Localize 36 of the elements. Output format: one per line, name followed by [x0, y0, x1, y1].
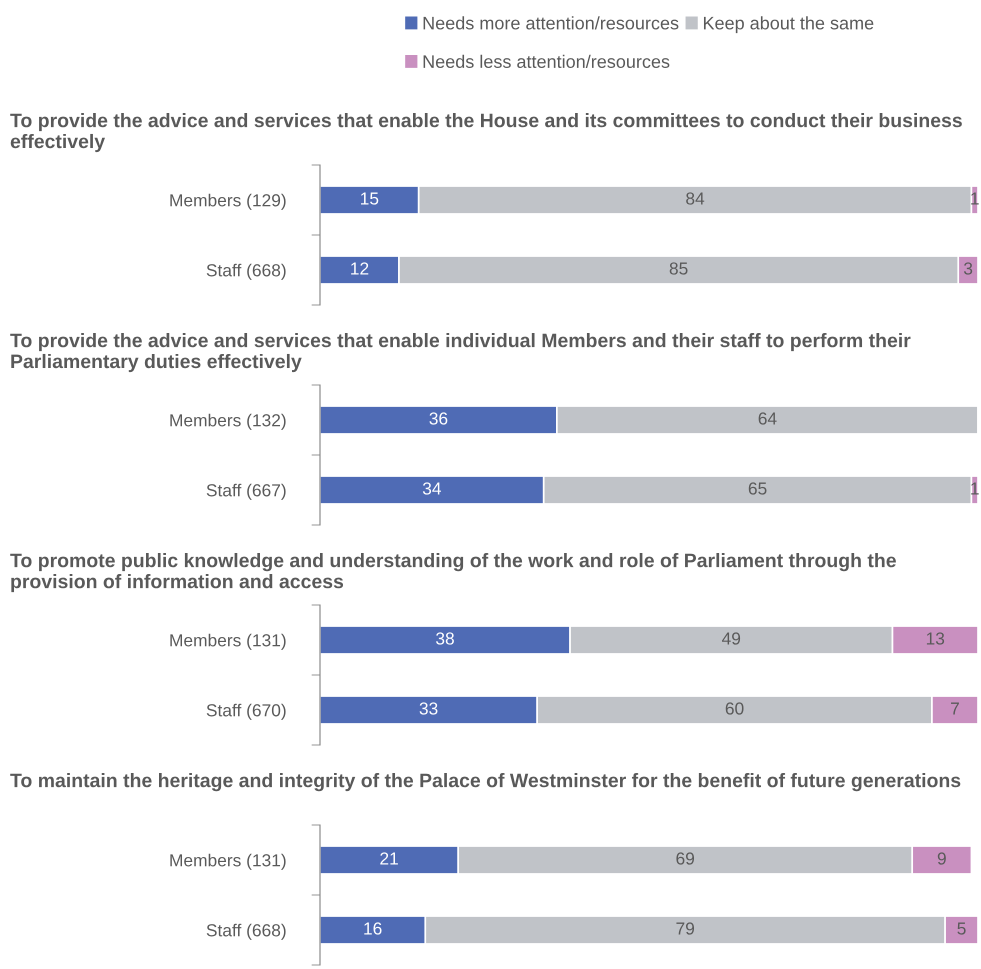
data-label: 13 [926, 632, 944, 645]
y-tick-label: Members (132) [170, 414, 286, 430]
data-label: 9 [938, 852, 946, 865]
y-tick-label: Staff (668) [206, 264, 286, 280]
data-label: 21 [380, 852, 398, 864]
data-label: 7 [951, 702, 959, 714]
y-tick-label: Staff (668) [206, 924, 286, 940]
data-label: 36 [429, 412, 448, 425]
chart-title: To provide the advice and services that enable the House and its committees to conduct their business effectively [10, 113, 962, 152]
y-tick-label: Members (129) [170, 194, 286, 210]
chart-title: To provide the advice and services that enable individual Members and their staff to perform their Parliamentary duties effectively [10, 333, 910, 372]
data-label: 38 [436, 632, 454, 645]
y-tick-label: Staff (670) [206, 704, 286, 720]
data-label: 33 [420, 702, 438, 715]
y-tick-label: Members (131) [170, 634, 286, 650]
data-label: 85 [670, 262, 688, 275]
legend-label: Needs more attention/resources [424, 16, 678, 30]
legend-label: Needs less attention/resources [424, 54, 670, 68]
data-label: 69 [676, 852, 694, 865]
chart-title: To promote public knowledge and understanding of the work and role of Parliament through the provision of information and access [10, 553, 896, 592]
y-tick-label: Staff (667) [206, 484, 286, 500]
data-label: 60 [726, 702, 744, 715]
data-label: 15 [361, 192, 378, 205]
y-tick-label: Members (131) [170, 854, 286, 870]
data-label: 64 [758, 412, 777, 425]
data-label: 12 [351, 262, 368, 274]
data-label: 49 [722, 632, 740, 645]
data-label: 65 [748, 482, 766, 495]
data-label: 3 [964, 262, 972, 275]
data-label: 84 [686, 192, 704, 205]
data-label: 16 [364, 922, 382, 935]
data-label: 79 [676, 922, 694, 935]
legend-label: Keep about the same [704, 16, 874, 34]
data-label: 34 [422, 482, 442, 495]
data-label: 5 [957, 922, 966, 935]
chart-title: To maintain the heritage and integrity of the Palace of Westminster for the benefit of future generations [10, 773, 960, 792]
